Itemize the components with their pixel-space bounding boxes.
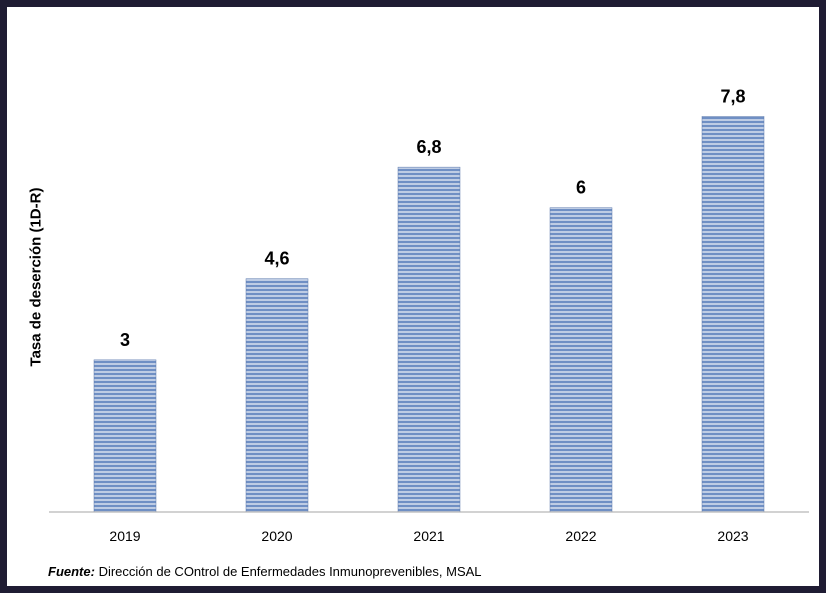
x-tick-label-2023: 2023: [717, 528, 748, 544]
bar-chart: 3 2019 4,6 2020 6,8 2021 6 2022 7,8 2023: [49, 86, 809, 544]
bar-2021: [397, 166, 461, 513]
source-note: Fuente: Dirección de COntrol de Enfermed…: [48, 564, 482, 579]
data-label-2021: 6,8: [416, 137, 441, 157]
x-tick-label-2022: 2022: [565, 528, 596, 544]
bar-2022: [549, 207, 613, 513]
bar-2020: [245, 278, 309, 513]
x-tick-label-2019: 2019: [109, 528, 140, 544]
x-tick-label-2020: 2020: [261, 528, 292, 544]
bar-2023: [701, 116, 765, 513]
data-label-2019: 3: [120, 330, 130, 350]
data-label-2023: 7,8: [720, 86, 745, 106]
source-text: Dirección de COntrol de Enfermedades Inm…: [94, 564, 482, 579]
data-label-2020: 4,6: [264, 249, 289, 269]
data-label-2022: 6: [576, 178, 586, 198]
y-axis-label: Tasa de deserción (1D-R): [27, 187, 45, 367]
x-tick-label-2021: 2021: [413, 528, 444, 544]
source-label: Fuente:: [48, 564, 95, 579]
chart-frame: 3 2019 4,6 2020 6,8 2021 6 2022 7,8 2023 Tasa de …: [7, 7, 819, 586]
bar-2019: [93, 359, 157, 513]
